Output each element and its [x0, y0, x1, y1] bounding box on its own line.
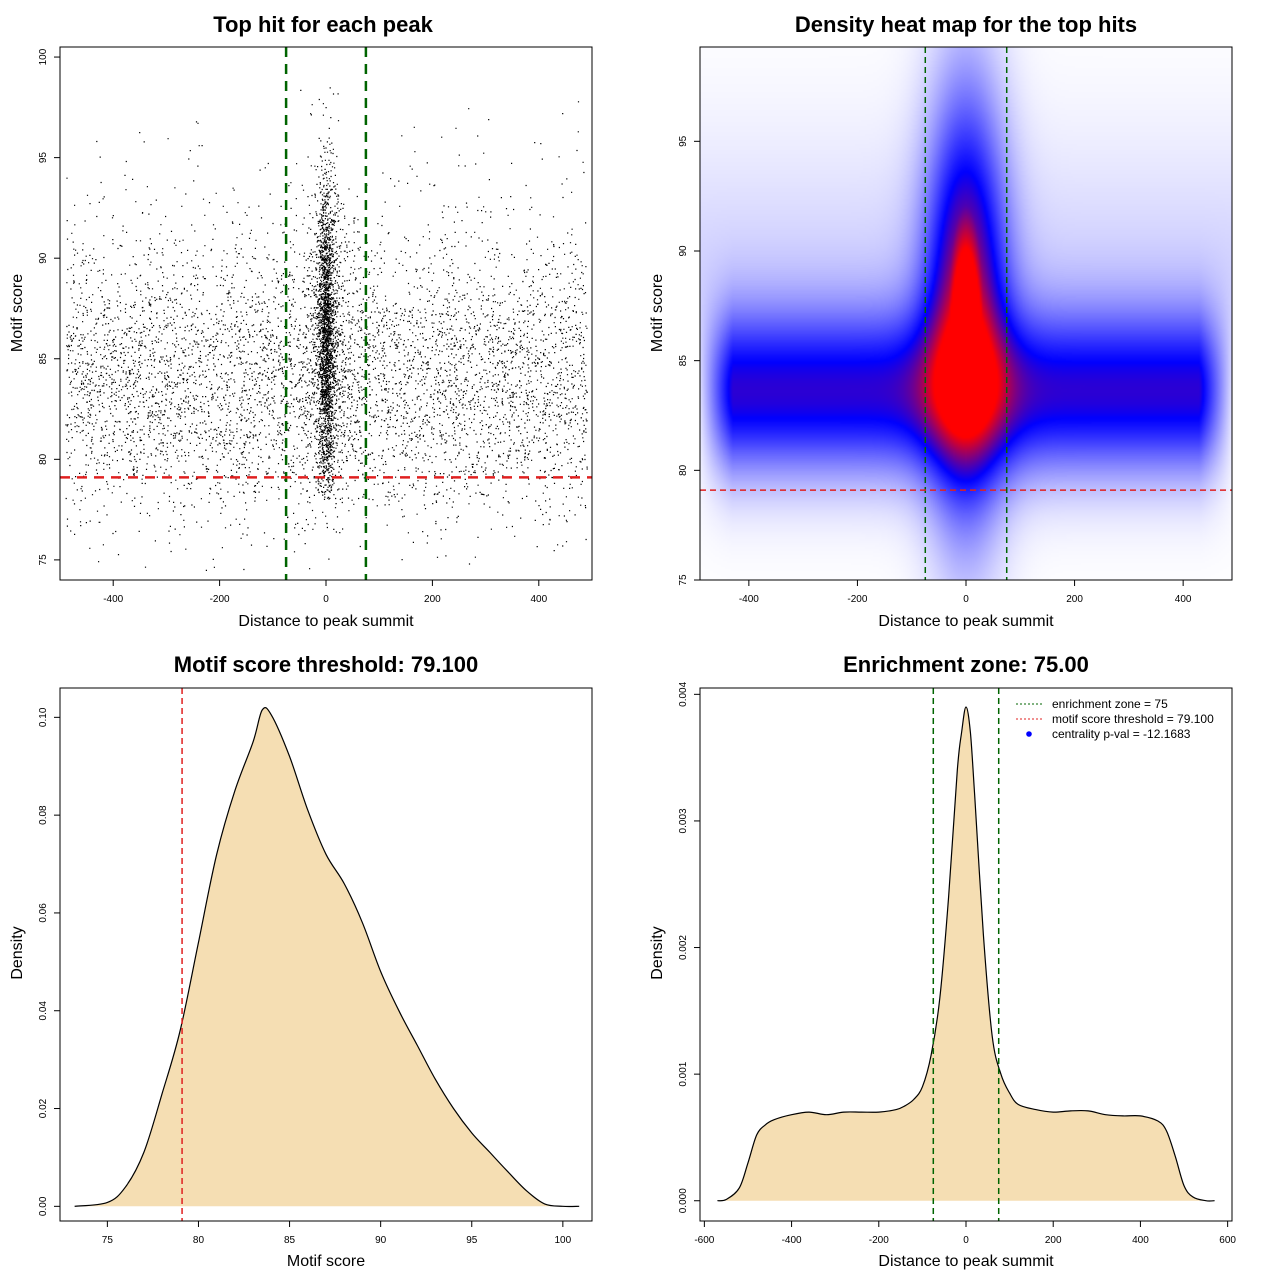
legend-label: centrality p-val = -12.1683 [1052, 727, 1191, 741]
x-tick-label: -200 [210, 594, 230, 605]
legend-label: motif score threshold = 79.100 [1052, 712, 1214, 726]
y-tick-label: 0.00 [38, 1196, 49, 1216]
y-tick-label: 0.004 [678, 681, 689, 706]
y-tick-label: 0.001 [678, 1061, 689, 1086]
x-tick-label: -200 [847, 594, 867, 605]
y-tick-label: 85 [38, 353, 49, 365]
y-tick-label: 95 [678, 135, 689, 147]
y-tick-label: 90 [678, 245, 689, 257]
x-tick-label: 75 [102, 1235, 114, 1246]
x-tick-label: 80 [193, 1235, 205, 1246]
y-axis-label: Motif score [649, 274, 666, 352]
axis-ticks: -600 -400 -200 0 200 400 600 0.000 0.001 0.002 0.0… [678, 681, 1236, 1246]
y-tick-label: 100 [38, 48, 49, 65]
legend: enrichment zone = 75 motif score thresho… [1016, 697, 1214, 741]
x-tick-label: 200 [424, 594, 441, 605]
y-tick-label: 0.000 [678, 1188, 689, 1213]
density-fill [717, 707, 1215, 1202]
density-curve [717, 706, 1215, 1202]
reference-lines [700, 47, 1232, 580]
x-tick-label: 95 [466, 1235, 478, 1246]
x-axis-label: Distance to peak summit [878, 613, 1054, 630]
x-axis-label: Distance to peak summit [878, 1253, 1054, 1270]
x-tick-label: 400 [1175, 594, 1192, 605]
y-tick-label: 0.04 [38, 1001, 49, 1021]
x-axis-label: Distance to peak summit [238, 613, 414, 630]
chart-title: Top hit for each peak [213, 12, 433, 37]
density-fill [74, 707, 580, 1207]
x-tick-label: -600 [694, 1235, 714, 1246]
density-heatmap [700, 47, 1232, 580]
y-tick-label: 90 [38, 252, 49, 264]
x-tick-label: 85 [284, 1235, 296, 1246]
y-axis-label: Motif score [9, 274, 26, 352]
density-line [74, 706, 580, 1208]
x-tick-label: -200 [869, 1235, 889, 1246]
y-tick-label: 0.08 [38, 805, 49, 825]
x-tick-label: 200 [1045, 1235, 1062, 1246]
panel-scatter: Top hit for each peak -400 -200 0 200 400 75 8… [9, 12, 593, 630]
legend-swatch-blue-dot [1026, 731, 1032, 737]
reference-lines [60, 47, 592, 580]
x-tick-label: 400 [1132, 1235, 1149, 1246]
density-line [717, 706, 1215, 1202]
panel-distance-density: Enrichment zone: 75.00 -600 -400 -200 0 200 4… [649, 652, 1236, 1270]
chart-title: Motif score threshold: 79.100 [174, 652, 478, 677]
y-tick-label: 0.002 [678, 935, 689, 960]
y-tick-label: 80 [678, 464, 689, 476]
y-tick-label: 0.02 [38, 1098, 49, 1118]
x-tick-label: 0 [963, 1235, 969, 1246]
density-curve [74, 706, 580, 1208]
axis-ticks: -400 -200 0 200 400 75 80 85 90 95 100 [38, 48, 548, 605]
heatmap-area [700, 47, 1232, 580]
x-tick-label: 400 [530, 594, 547, 605]
x-axis-label: Motif score [287, 1253, 365, 1270]
legend-label: enrichment zone = 75 [1052, 697, 1168, 711]
x-tick-label: 200 [1066, 594, 1083, 605]
y-tick-label: 75 [678, 574, 689, 586]
y-tick-label: 0.003 [678, 808, 689, 833]
x-tick-label: 0 [323, 594, 329, 605]
reference-lines [932, 688, 1000, 1221]
chart-title: Enrichment zone: 75.00 [843, 652, 1089, 677]
y-tick-label: 0.10 [38, 707, 49, 727]
scatter-points [65, 87, 588, 572]
x-tick-label: -400 [739, 594, 759, 605]
y-tick-label: 0.06 [38, 903, 49, 923]
panel-heatmap: Density heat map for the top hits -400 -2… [649, 12, 1233, 630]
y-tick-label: 95 [38, 152, 49, 164]
axis-ticks: 75 80 85 90 95 100 0.00 0.02 0.04 0.06 0.08 0.10 [38, 707, 572, 1246]
x-tick-label: 100 [555, 1235, 572, 1246]
plot-frame [59, 687, 593, 1222]
x-tick-label: 600 [1219, 1235, 1236, 1246]
x-tick-label: 90 [375, 1235, 387, 1246]
y-tick-label: 75 [38, 554, 49, 566]
y-axis-label: Density [649, 926, 666, 979]
scatter-points-path [65, 87, 588, 572]
y-axis-label: Density [9, 926, 26, 979]
panel-score-density: Motif score threshold: 79.100 75 80 85 90 95… [9, 652, 593, 1270]
x-tick-label: -400 [782, 1235, 802, 1246]
x-tick-label: 0 [963, 594, 969, 605]
y-tick-label: 85 [678, 355, 689, 367]
y-tick-label: 80 [38, 453, 49, 465]
chart-title: Density heat map for the top hits [795, 12, 1137, 37]
axis-ticks: -400 -200 0 200 400 75 80 85 90 95 [678, 135, 1192, 605]
x-tick-label: -400 [103, 594, 123, 605]
